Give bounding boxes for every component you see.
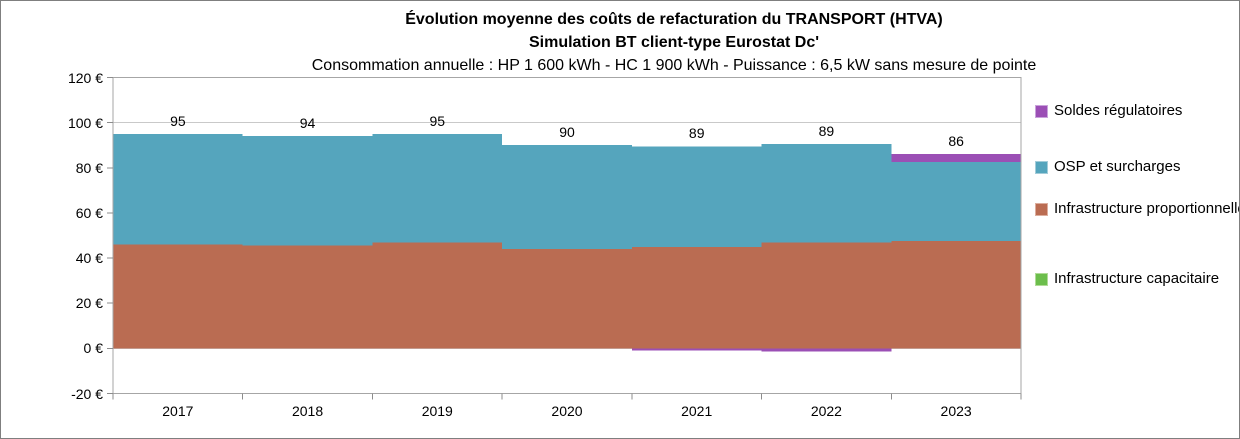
data-label: 89 [818, 123, 835, 140]
area-segment [502, 249, 632, 349]
area-segment [891, 241, 1021, 349]
x-axis-label: 2021 [681, 403, 713, 419]
data-label: 90 [559, 124, 575, 141]
chart-title: Évolution moyenne des coûts de refactura… [405, 11, 943, 28]
area-segment [761, 242, 892, 349]
area-segment [761, 348, 892, 352]
data-label: 95 [170, 112, 186, 129]
legend-label: Infrastructure capacitaire [1054, 270, 1220, 287]
legend-swatch-icon [1035, 105, 1048, 118]
x-axis-label: 2019 [421, 403, 453, 419]
area-segment [242, 245, 373, 349]
chart-title-block: Évolution moyenne des coûts de refactura… [113, 8, 1235, 77]
y-axis-label: 20 € [75, 295, 103, 312]
area-segment [891, 162, 1021, 242]
y-axis-label: 120 € [67, 69, 103, 86]
legend-item: OSP et surcharges [1035, 157, 1239, 177]
x-axis-label: 2017 [162, 403, 194, 419]
area-segment [113, 133, 243, 245]
legend-swatch-icon [1035, 273, 1048, 286]
area-segment [761, 144, 892, 243]
legend-label: Infrastructure proportionnelle [1054, 200, 1240, 217]
legend-item: Infrastructure capacitaire [1035, 269, 1239, 289]
legend-label: OSP et surcharges [1054, 158, 1181, 175]
y-axis-label: 40 € [75, 250, 103, 267]
legend-swatch-icon [1035, 203, 1048, 216]
data-label: 94 [299, 115, 316, 132]
plot-border [112, 77, 1022, 394]
y-axis-label: 0 € [83, 340, 103, 357]
y-axis-label: -20 € [71, 385, 103, 402]
data-label: 89 [688, 125, 705, 142]
area-segment [242, 136, 373, 246]
legend-item: Soldes régulatoires [1035, 101, 1239, 121]
x-axis-label: 2018 [291, 403, 324, 419]
area-segment [372, 133, 503, 243]
area-segment [631, 146, 762, 247]
legend-label: Soldes régulatoires [1054, 102, 1183, 119]
data-label: 86 [948, 133, 964, 150]
area-segment [891, 154, 1021, 163]
area-segment [631, 348, 762, 351]
x-axis-label: 2023 [940, 403, 972, 419]
legend-item: Infrastructure proportionnelle [1035, 199, 1240, 219]
area-segment [631, 246, 762, 349]
legend-swatch-icon [1035, 161, 1048, 174]
data-label: 95 [429, 112, 446, 129]
area-segment [502, 145, 632, 250]
y-axis-label: 100 € [67, 114, 103, 131]
chart-subtitle: Simulation BT client-type Eurostat Dc' [528, 34, 820, 51]
area-segment [113, 244, 243, 349]
y-axis-label: 60 € [75, 204, 103, 221]
x-axis-label: 2022 [810, 403, 842, 419]
area-segment [372, 242, 503, 349]
chart-subtitle-consumption: Consommation annuelle : HP 1 600 kWh - H… [311, 57, 1037, 74]
x-axis-label: 2020 [551, 403, 583, 419]
y-axis-label: 80 € [75, 159, 103, 176]
